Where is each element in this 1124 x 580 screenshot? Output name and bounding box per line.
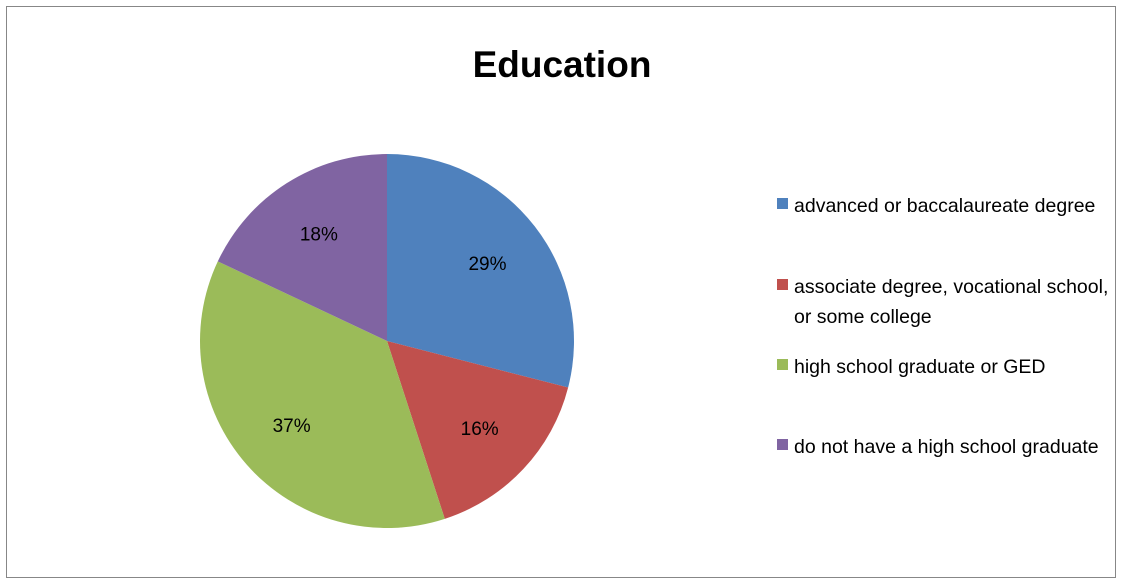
pie-slice-associate-degree bbox=[387, 341, 569, 519]
chart-title: Education bbox=[472, 44, 652, 85]
pie-slice-high-school-graduate bbox=[199, 261, 445, 528]
pie-data-label: 16% bbox=[461, 419, 499, 440]
legend-swatch bbox=[777, 279, 788, 290]
legend-swatch bbox=[777, 439, 788, 450]
pie-data-label: 29% bbox=[468, 254, 506, 275]
pie-slice-advanced-degree bbox=[387, 154, 574, 388]
legend-swatch bbox=[777, 198, 788, 209]
legend-label: do not have a high school graduate bbox=[794, 436, 1099, 458]
legend-label: associate degree, vocational school, or … bbox=[794, 276, 1109, 328]
pie-slice-no-high-school bbox=[217, 154, 387, 341]
pie-chart: 29% 16% 37% 18% bbox=[199, 154, 574, 528]
legend-label: high school graduate or GED bbox=[794, 356, 1046, 378]
legend-swatch bbox=[777, 359, 788, 370]
pie-data-label: 37% bbox=[273, 416, 311, 437]
chart-area: Education 29% 16% 37% 18% advanced or bacca… bbox=[6, 6, 1116, 578]
legend-label: advanced or baccalaureate degree bbox=[794, 195, 1096, 217]
pie-data-label: 18% bbox=[300, 225, 338, 246]
